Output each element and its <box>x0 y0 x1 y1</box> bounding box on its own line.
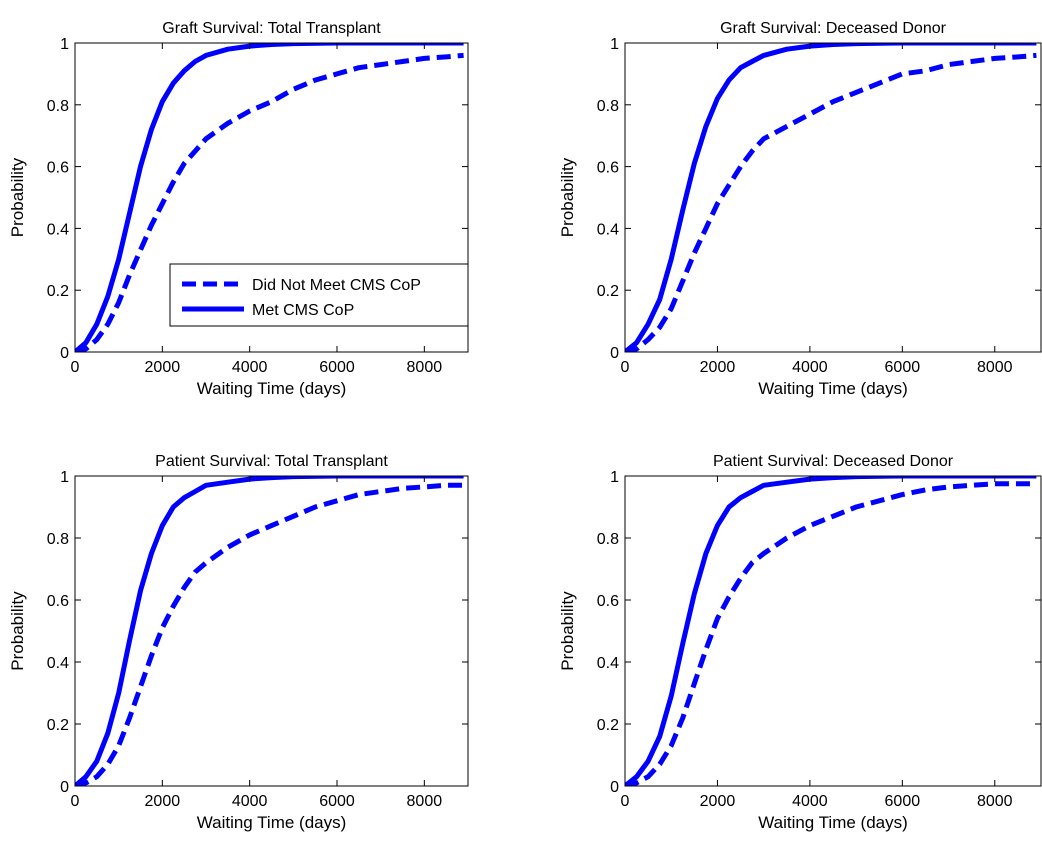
x-tick-label: 6000 <box>319 359 355 376</box>
y-tick-label: 0.4 <box>47 655 69 672</box>
axes-box <box>624 42 1042 353</box>
x-tick-label: 8000 <box>977 793 1013 810</box>
y-tick-label: 0.2 <box>597 283 619 300</box>
y-axis-label: Probability <box>558 591 577 671</box>
x-tick-label: 6000 <box>319 793 355 810</box>
x-tick-label: 6000 <box>885 793 921 810</box>
y-tick-label: 0.6 <box>47 593 69 610</box>
x-axis-label: Waiting Time (days) <box>758 379 908 398</box>
y-tick-label: 0.4 <box>597 655 619 672</box>
plot-area <box>625 476 1041 786</box>
axes-box <box>624 475 1042 787</box>
x-tick-label: 4000 <box>232 793 268 810</box>
plot-title: Patient Survival: Deceased Donor <box>713 453 954 470</box>
plot-title: Patient Survival: Total Transplant <box>155 453 388 470</box>
y-tick-label: 0.8 <box>47 531 69 548</box>
y-tick-label: 0.6 <box>597 593 619 610</box>
x-axis-label: Waiting Time (days) <box>758 813 908 832</box>
x-tick-label: 2000 <box>145 793 181 810</box>
y-axis-label: Probability <box>558 157 577 237</box>
series-line-did-not-meet <box>75 52 464 352</box>
y-tick-label: 0 <box>60 345 69 362</box>
y-tick-label: 0 <box>610 779 619 796</box>
y-tick-label: 1 <box>610 469 619 486</box>
x-tick-label: 0 <box>621 359 630 376</box>
x-tick-label: 8000 <box>977 359 1013 376</box>
x-tick-label: 8000 <box>407 359 443 376</box>
subplot-3: 0 2000 4000 6000 8000 0 0.2 0.4 0.6 0.8 1 Patient S… <box>8 453 469 832</box>
y-tick-label: 1 <box>60 36 69 53</box>
y-tick-label: 0.8 <box>47 98 69 115</box>
y-axis-label: Probability <box>8 157 27 237</box>
x-tick-label: 2000 <box>700 359 736 376</box>
axes-box <box>74 475 469 787</box>
y-tick-label: 0 <box>610 345 619 362</box>
subplot-4: 0 2000 4000 6000 8000 0 0.2 0.4 0.6 0.8 1 Patient S… <box>558 453 1042 832</box>
y-tick-label: 0.2 <box>597 717 619 734</box>
y-tick-label: 0.6 <box>47 160 69 177</box>
axes-box <box>74 42 469 353</box>
y-tick-label: 0.2 <box>47 717 69 734</box>
y-tick-label: 0.6 <box>597 160 619 177</box>
x-tick-label: 0 <box>621 793 630 810</box>
plot-area <box>625 43 1041 352</box>
x-tick-label: 6000 <box>885 359 921 376</box>
y-tick-label: 1 <box>610 36 619 53</box>
y-tick-label: 0.8 <box>597 98 619 115</box>
x-tick-label: 2000 <box>145 359 181 376</box>
y-tick-label: 0.8 <box>597 531 619 548</box>
y-tick-label: 0.2 <box>47 283 69 300</box>
series-line-did-not-meet <box>625 52 1037 352</box>
series-line-did-not-meet <box>625 481 1037 786</box>
y-axis-label: Probability <box>8 591 27 671</box>
x-tick-label: 8000 <box>407 793 443 810</box>
x-tick-label: 4000 <box>792 793 828 810</box>
x-axis-label: Waiting Time (days) <box>197 813 347 832</box>
y-tick-label: 0.4 <box>597 221 619 238</box>
subplot-2: 0 2000 4000 6000 8000 0 0.2 0.4 0.6 0.8 1 Graft Sur… <box>558 20 1042 398</box>
legend-box <box>169 263 469 327</box>
x-tick-label: 0 <box>71 359 80 376</box>
legend: Did Not Meet CMS CoP Met CMS CoP <box>169 263 469 327</box>
y-tick-label: 0.4 <box>47 221 69 238</box>
legend-label: Did Not Meet CMS CoP <box>252 277 421 294</box>
x-tick-label: 0 <box>71 793 80 810</box>
x-tick-label: 2000 <box>700 793 736 810</box>
y-tick-label: 0 <box>60 779 69 796</box>
plot-title: Graft Survival: Total Transplant <box>162 20 381 37</box>
plot-title: Graft Survival: Deceased Donor <box>720 20 947 37</box>
subplot-1: 0 2000 4000 6000 8000 0 0.2 0.4 0.6 0.8 1 Graft Sur… <box>8 20 469 398</box>
legend-label: Met CMS CoP <box>252 302 354 319</box>
x-axis-label: Waiting Time (days) <box>197 379 347 398</box>
x-tick-label: 4000 <box>792 359 828 376</box>
y-tick-label: 1 <box>60 469 69 486</box>
x-tick-label: 4000 <box>232 359 268 376</box>
